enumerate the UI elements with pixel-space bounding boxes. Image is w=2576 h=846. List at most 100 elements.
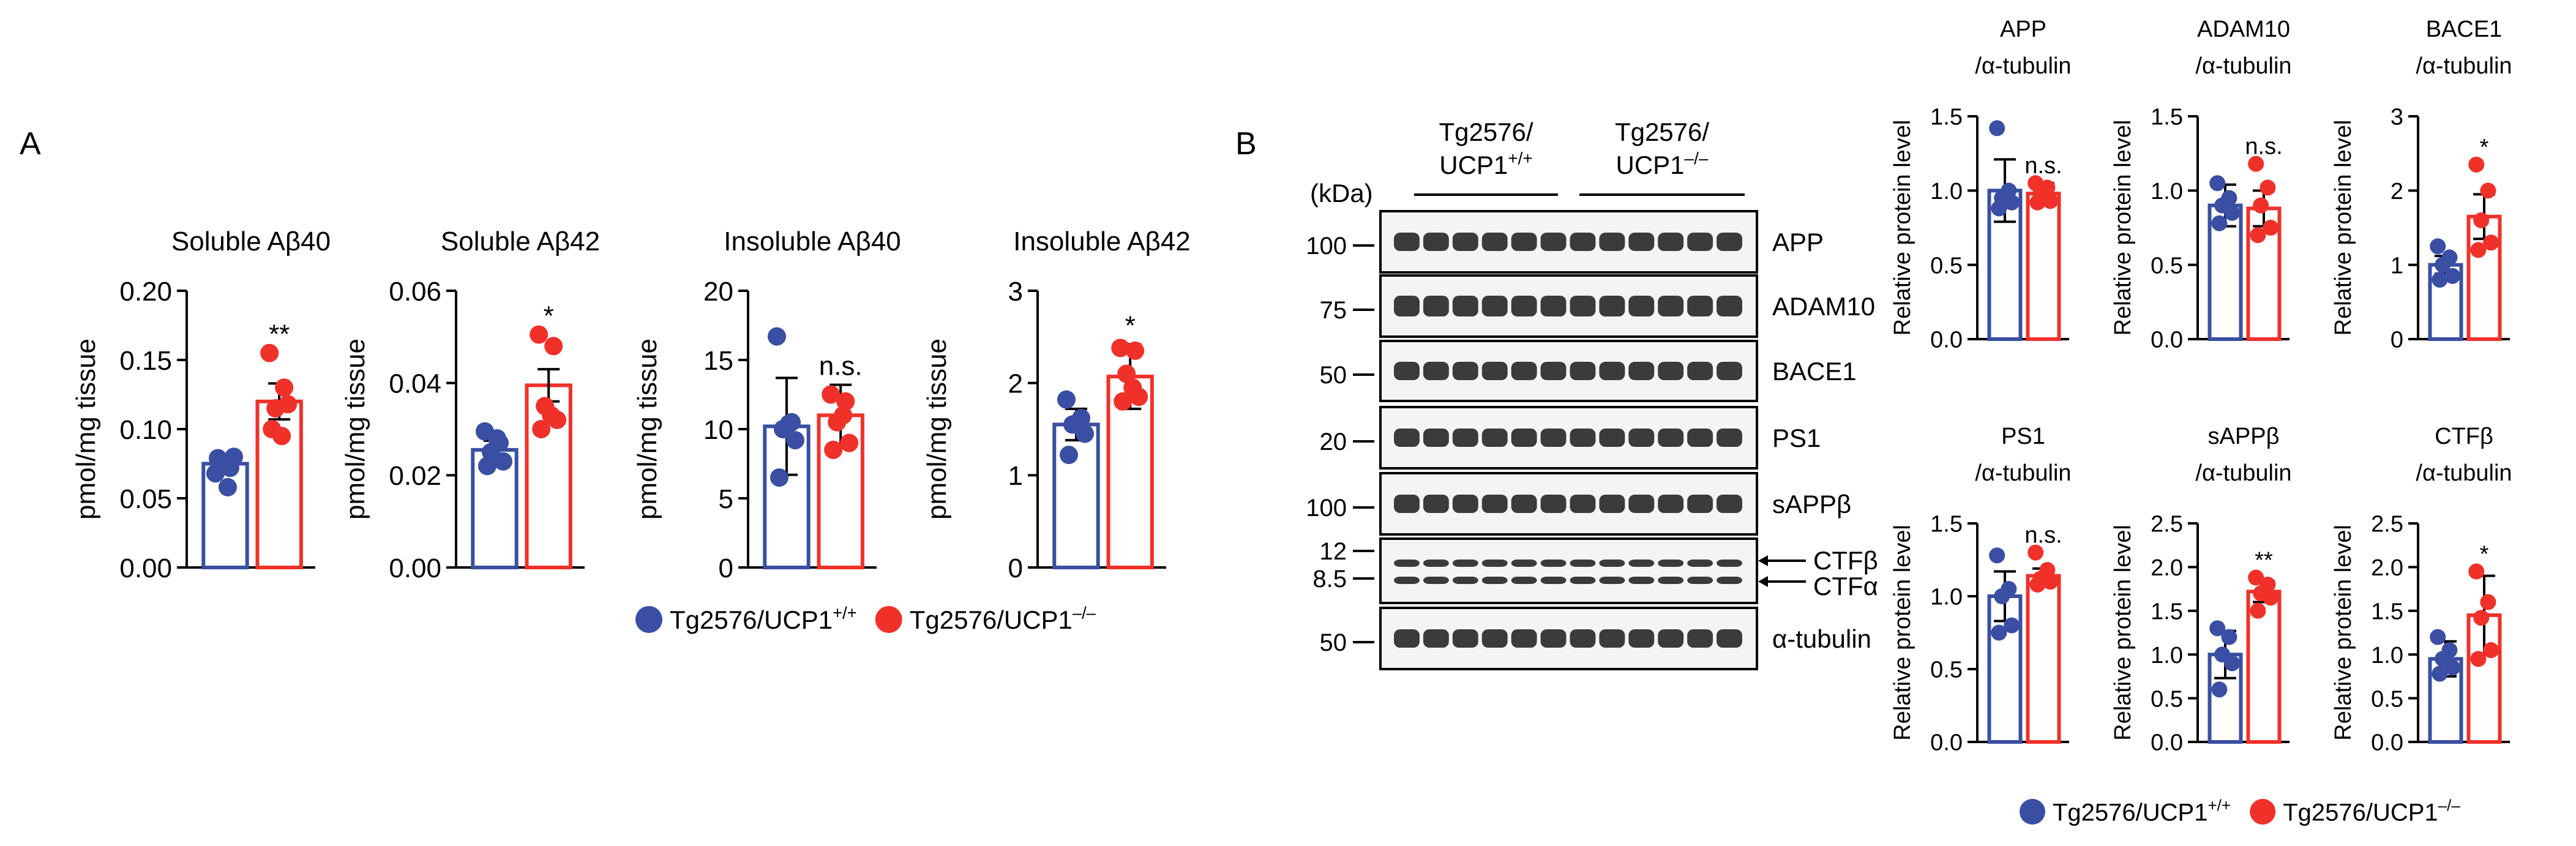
data-point xyxy=(2263,220,2279,236)
band xyxy=(1481,629,1508,648)
marker-label: 8.5 xyxy=(1312,566,1347,593)
y-axis-label: pmol/mg tissue xyxy=(922,339,952,520)
legend-marker-wt xyxy=(2020,799,2045,825)
y-axis-label: pmol/mg tissue xyxy=(632,339,662,520)
band xyxy=(1687,577,1713,584)
panel-label-a: A xyxy=(20,126,41,162)
band xyxy=(1717,429,1742,447)
chart-10: CTFβ/α-tubulin 0.0 0.5 1.0 1.5 2.0 2.5 Relative… xyxy=(2331,424,2512,756)
band xyxy=(1540,429,1567,447)
band xyxy=(1628,233,1655,251)
band xyxy=(1599,296,1625,316)
data-point xyxy=(2473,212,2490,228)
row-label: PS1 xyxy=(1772,424,1821,452)
data-point xyxy=(1989,120,2005,137)
y-axis-label: Relative protein level xyxy=(2110,120,2136,336)
band xyxy=(1658,233,1684,251)
legend: Tg2576/UCP1+/+ Tg2576/UCP1–/– xyxy=(2020,796,2460,826)
y-tick-label: 0.02 xyxy=(389,461,441,491)
significance-label: n.s. xyxy=(2024,523,2062,548)
data-point xyxy=(2211,215,2228,231)
row-label: ADAM10 xyxy=(1772,292,1875,321)
band xyxy=(1570,362,1596,380)
blot-row-4: 20 PS1 xyxy=(1320,406,1821,470)
legend: Tg2576/UCP1+/+ Tg2576/UCP1–/– xyxy=(635,603,1096,634)
significance-label: * xyxy=(2480,542,2489,567)
band xyxy=(1511,629,1537,648)
band xyxy=(1717,495,1742,513)
data-point xyxy=(488,429,506,448)
chart-subtitle: /α-tubulin xyxy=(1975,460,2071,486)
band xyxy=(1570,296,1596,316)
data-point xyxy=(2250,227,2266,244)
data-point xyxy=(1111,339,1130,357)
data-point xyxy=(2470,242,2487,258)
y-tick-label: 0 xyxy=(719,553,733,583)
y-tick-label: 0.06 xyxy=(389,277,441,307)
y-tick-label: 0 xyxy=(1008,553,1023,583)
y-tick-label: 5 xyxy=(719,484,733,514)
band xyxy=(1423,629,1449,648)
band xyxy=(1687,495,1713,513)
chart-title: sAPPβ xyxy=(2208,424,2280,449)
blot-row-5: 100 sAPPβ xyxy=(1306,472,1851,536)
lane-group-label: Tg2576/ xyxy=(1439,118,1533,146)
band xyxy=(1717,233,1742,251)
data-point xyxy=(2432,665,2448,682)
band xyxy=(1540,495,1567,513)
y-tick-label: 0.0 xyxy=(2371,730,2403,756)
data-point xyxy=(2473,610,2490,626)
marker-label: 100 xyxy=(1306,495,1347,522)
data-point xyxy=(2029,576,2046,593)
band xyxy=(1570,629,1596,648)
band xyxy=(1628,629,1655,648)
data-point xyxy=(1994,588,2010,604)
marker-label: 50 xyxy=(1320,629,1347,656)
arrowhead xyxy=(1758,576,1768,587)
row-label: sAPPβ xyxy=(1772,490,1851,518)
data-point xyxy=(2209,620,2226,637)
chart-2: Soluble Aβ42 0.00 0.02 0.04 0.06 pmol/mg tiss… xyxy=(340,226,600,583)
chart-8: PS1/α-tubulin 0.0 0.5 1.0 1.5 Relative protei… xyxy=(1890,424,2072,756)
y-tick-label: 0.20 xyxy=(119,277,172,307)
band xyxy=(1481,577,1508,584)
lane-group-label: UCP1–/– xyxy=(1616,149,1709,179)
data-point xyxy=(2042,574,2059,590)
y-tick-label: 0.5 xyxy=(2151,686,2183,712)
y-tick-label: 1.5 xyxy=(1930,105,1963,130)
legend-sup: –/– xyxy=(2438,796,2461,814)
data-point xyxy=(2029,194,2046,211)
data-point xyxy=(836,392,855,411)
data-point xyxy=(1991,200,2007,217)
y-tick-label: 1.5 xyxy=(2371,599,2403,624)
band xyxy=(1511,560,1537,567)
data-point xyxy=(2468,563,2485,580)
data-point xyxy=(260,343,279,362)
data-point xyxy=(494,452,512,471)
data-point xyxy=(822,385,841,404)
western-blot: (kDa) Tg2576/UCP1+/+ Tg2576/UCP1–/– 100 APP 7… xyxy=(1306,118,1878,670)
y-tick-label: 3 xyxy=(1008,277,1023,307)
band xyxy=(1452,233,1478,251)
legend-label-wt: Tg2576/UCP1+/+ xyxy=(2053,796,2231,826)
y-axis-label: Relative protein level xyxy=(2110,525,2136,741)
data-point xyxy=(1060,446,1078,465)
data-point xyxy=(2483,234,2499,251)
band xyxy=(1570,495,1596,513)
y-tick-label: 2 xyxy=(2391,179,2403,204)
data-point xyxy=(478,457,496,476)
data-point xyxy=(1117,364,1136,383)
band xyxy=(1570,577,1596,584)
data-point xyxy=(2480,182,2496,199)
y-tick-label: 1.0 xyxy=(2371,643,2403,668)
band xyxy=(1511,429,1537,447)
blot-row-7: 50 α-tubulin xyxy=(1320,607,1871,670)
data-point xyxy=(2042,193,2059,209)
y-axis-label: Relative protein level xyxy=(2331,120,2356,336)
data-point xyxy=(2260,179,2276,196)
data-point xyxy=(544,337,563,356)
marker-label: 75 xyxy=(1320,297,1347,324)
chart-title: APP xyxy=(2000,17,2046,42)
band xyxy=(1452,495,1478,513)
